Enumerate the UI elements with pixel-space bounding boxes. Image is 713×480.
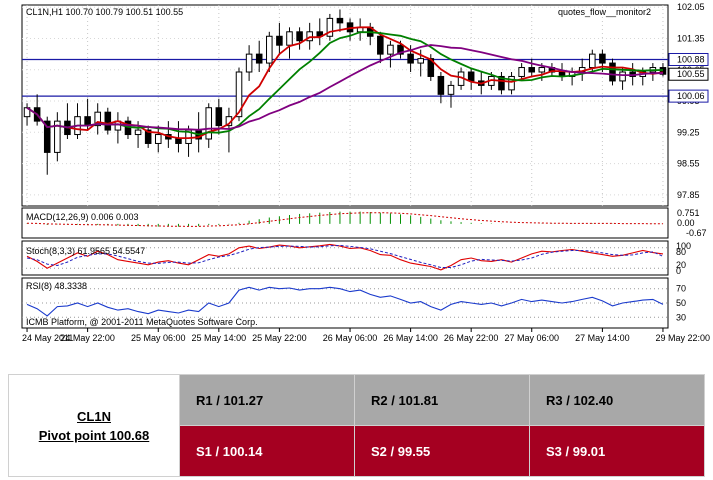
current-price-label: 100.55 <box>677 69 705 79</box>
candle-body <box>589 53 596 69</box>
price-panel: 102.05101.35100.6599.9599.2598.5597.8510… <box>21 2 709 207</box>
candle-body <box>538 67 546 73</box>
x-tick-label: 26 May 14:00 <box>383 333 438 343</box>
stoch-tick-label: 0 <box>676 266 681 276</box>
candle-body <box>276 35 283 46</box>
stoch-signal-line <box>26 244 664 268</box>
candle-body <box>407 53 414 64</box>
candle-body <box>266 35 273 64</box>
candle-body <box>417 58 424 64</box>
price-level-tag <box>668 89 709 103</box>
stoch-label: Stoch(8,3,3) 61.9565 54.5547 <box>26 246 145 256</box>
resistance-1: R1 / 101.27 <box>179 374 355 426</box>
candle-body <box>215 107 223 127</box>
x-tick-label: 26 May 22:00 <box>444 333 499 343</box>
pivot-point-label: Pivot point 100.68 <box>38 427 150 443</box>
pivot-table: CL1N Pivot point 100.68 R1 / 101.27 R2 /… <box>8 374 705 477</box>
candle-body <box>447 84 455 95</box>
price-panel-frame <box>21 4 669 207</box>
macd-tick-label: -0.67 <box>686 228 707 238</box>
candle-body <box>134 129 142 136</box>
candle-body <box>508 75 515 91</box>
candle-body <box>175 138 182 144</box>
candle-body <box>619 71 626 82</box>
price-tick-label: 98.55 <box>677 159 700 169</box>
candle-body <box>336 17 344 24</box>
price-level-tag <box>668 52 709 66</box>
rsi-tick-label: 70 <box>676 284 686 294</box>
candle-body <box>296 31 303 42</box>
moving-average-line <box>26 31 664 136</box>
candle-body <box>377 35 384 55</box>
trading-chart: 102.05101.35100.6599.9599.2598.5597.8510… <box>21 2 710 343</box>
macd-label: MACD(12,26,9) 0.006 0.003 <box>26 212 139 222</box>
macd-tick-label: 0.00 <box>677 218 695 228</box>
resistance-2: R2 / 101.81 <box>354 374 530 426</box>
rsi-tick-label: 50 <box>676 298 686 308</box>
stoch-tick-label: 80 <box>676 247 686 257</box>
candle-body <box>518 67 525 77</box>
candle-body <box>144 129 152 144</box>
x-tick-label: 24 May 22:00 <box>60 333 115 343</box>
price-tick-label: 97.85 <box>677 190 700 200</box>
watermark-label: ICMB Platform, @ 2001-2011 MetaQuotes So… <box>26 317 258 327</box>
candle-body <box>467 71 475 82</box>
current-price-tag <box>668 67 709 81</box>
candle-body <box>397 44 404 55</box>
candle-body <box>94 111 101 127</box>
moving-average-line <box>26 44 664 131</box>
candle-body <box>104 111 112 131</box>
candle-body <box>437 75 445 95</box>
macd-tick-label: 0.751 <box>677 208 700 218</box>
rsi-label: RSI(8) 48.3338 <box>26 281 87 291</box>
x-tick-label: 29 May 22:00 <box>655 333 710 343</box>
stoch-panel-frame <box>21 240 669 276</box>
candle-body <box>599 53 606 64</box>
candle-body <box>235 71 243 118</box>
x-tick-label: 26 May 06:00 <box>323 333 378 343</box>
price-tick-label: 99.25 <box>677 127 700 137</box>
candle-body <box>255 53 263 64</box>
price-level-label: 100.88 <box>677 54 705 64</box>
price-level-label: 100.06 <box>677 91 705 101</box>
rsi-panel: RSI(8) 48.3338 70 50 30 ICMB Platform, @ 200… <box>21 277 686 329</box>
macd-panel-frame <box>21 207 669 239</box>
support-3: S3 / 99.01 <box>529 425 705 477</box>
indicator-name-label: quotes_flow__monitor2 <box>558 7 651 17</box>
support-2: S2 / 99.55 <box>354 425 530 477</box>
chart-header-label: CL1N,H1 100.70 100.79 100.51 100.55 <box>26 7 183 17</box>
price-tick-label: 101.35 <box>677 34 705 44</box>
support-1: S1 / 100.14 <box>179 425 355 477</box>
candle-body <box>54 120 61 153</box>
rsi-line <box>26 286 664 317</box>
x-tick-label: 27 May 14:00 <box>575 333 630 343</box>
x-tick-label: 25 May 06:00 <box>131 333 186 343</box>
candle-body <box>306 31 313 42</box>
candle-body <box>205 107 213 140</box>
candle-body <box>326 17 334 37</box>
candle-body <box>609 62 616 82</box>
candle-body <box>245 53 253 73</box>
x-tick-label: 25 May 14:00 <box>192 333 247 343</box>
stoch-tick-label: 100 <box>676 241 691 251</box>
x-tick-label: 24 May 2011 <box>22 333 73 343</box>
candle-body <box>387 44 394 55</box>
candle-body <box>498 75 505 91</box>
candle-body <box>286 31 293 46</box>
x-tick-label: 27 May 06:00 <box>504 333 559 343</box>
resistance-3: R3 / 102.40 <box>529 374 705 426</box>
pivot-header-cell: CL1N Pivot point 100.68 <box>8 374 180 477</box>
rsi-tick-label: 30 <box>676 312 686 322</box>
price-tick-label: 102.05 <box>677 2 705 12</box>
symbol-label: CL1N <box>77 408 111 424</box>
candle-body <box>154 134 162 144</box>
x-tick-label: 25 May 22:00 <box>252 333 307 343</box>
candle-body <box>43 120 51 153</box>
candle-body <box>84 116 91 127</box>
stoch-tick-label: 20 <box>676 260 686 270</box>
candle-body <box>528 67 536 73</box>
